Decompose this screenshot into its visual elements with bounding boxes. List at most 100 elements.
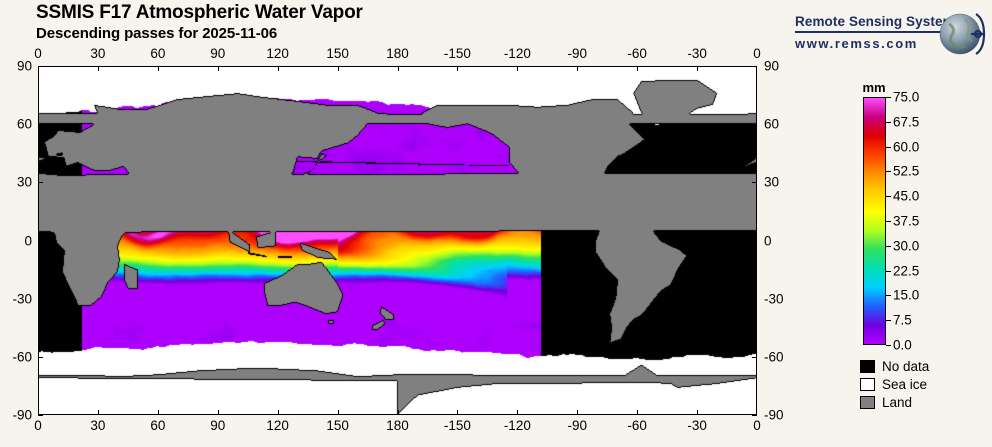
x-tick-label: 180 [386,418,409,433]
legend-swatch [860,377,875,391]
x-tick-label: 0 [34,46,42,61]
x-tick [577,410,579,415]
colorbar-tick-label: 60.0 [893,139,920,155]
x-tick-label: 30 [90,418,106,433]
y-tick [38,298,43,300]
x-tick [397,410,399,415]
x-tick [337,66,339,71]
legend-swatch [860,395,875,409]
y-tick-label: -30 [12,291,32,307]
colorbar-tick [886,295,891,297]
colorbar-tick [886,320,891,322]
y-tick-label: -90 [764,407,784,423]
y-tick-label: 60 [764,116,780,132]
logo-company-name: Remote Sensing Systems [795,14,963,29]
x-tick [637,66,639,71]
x-tick-label: 90 [210,418,226,433]
x-tick-label: -30 [687,418,707,433]
x-tick-label: -90 [567,46,588,61]
legend-swatch [860,359,875,373]
y-tick-label: -60 [12,349,32,365]
x-tick-label: 60 [150,46,166,61]
page-title: SSMIS F17 Atmospheric Water Vapor Descen… [36,2,363,43]
colorbar-tick-label: 37.5 [893,213,920,229]
x-tick [457,410,459,415]
globe-icon [939,13,986,55]
x-tick [97,66,99,71]
x-tick-label: 180 [386,46,409,61]
y-tick-label: -60 [764,349,784,365]
colorbar-tick [886,97,891,98]
x-tick [637,410,639,415]
x-tick-label: -120 [503,418,531,433]
legend-label: No data [882,358,930,374]
x-tick [697,410,699,415]
title-subtitle: Descending passes for 2025-11-06 [36,25,278,42]
water-vapor-map[interactable] [38,66,757,415]
y-tick [752,182,757,184]
x-tick [157,410,159,415]
colorbar[interactable] [863,97,886,345]
x-tick-label: 150 [326,418,349,433]
colorbar-tick-label: 75.0 [893,89,920,105]
x-tick-label: 150 [326,46,349,61]
x-tick [457,66,459,71]
legend-item: No data [860,357,929,375]
y-tick-label: -90 [12,407,32,423]
x-tick-label: 30 [90,46,106,61]
x-tick-label: -30 [687,46,707,61]
y-tick [752,415,757,416]
y-tick [752,240,757,242]
colorbar-tick-label: 52.5 [893,163,920,179]
colorbar-tick-label: 7.5 [893,312,912,328]
y-tick [38,240,43,242]
x-tick-label: -120 [503,46,531,61]
x-tick-label: -150 [443,46,471,61]
colorbar-tick [886,345,891,346]
x-tick-label: 0 [753,418,761,433]
colorbar-gradient [864,98,885,344]
y-tick [38,182,43,184]
x-tick-label: 90 [210,46,226,61]
title-main: SSMIS F17 Atmospheric Water Vapor [36,2,363,23]
x-tick [697,66,699,71]
x-tick-label: 120 [266,46,289,61]
x-tick-label: -150 [443,418,471,433]
x-tick-label: -90 [567,418,588,433]
y-tick-label: 30 [16,174,32,190]
y-tick-label: 90 [16,58,32,74]
x-tick [97,410,99,415]
colorbar-tick-label: 45.0 [893,188,920,204]
y-tick [752,124,757,126]
colorbar-unit-label: mm [862,80,886,95]
y-tick-label: 60 [16,116,32,132]
y-tick [38,356,43,358]
remss-logo[interactable]: Remote Sensing Systems www.remss.com [795,8,986,66]
colorbar-tick-label: 15.0 [893,287,920,303]
legend-item: Land [860,393,929,411]
x-tick [577,66,579,71]
x-tick [397,66,399,71]
y-tick [752,356,757,358]
map-legend: No data Sea ice Land [860,357,929,411]
x-tick [217,66,219,71]
x-tick [517,66,519,71]
y-tick [38,415,43,416]
y-axis-left: 90 60 30 0 -30 -60 -90 [0,59,38,423]
x-tick-label: -60 [627,46,647,61]
colorbar-tick [886,121,891,123]
colorbar-tick-label: 22.5 [893,263,920,279]
colorbar-tick [886,146,891,148]
x-tick-label: 60 [150,418,166,433]
y-tick-label: 0 [24,233,32,248]
x-tick-label: 0 [34,418,42,433]
y-tick-label: 0 [764,233,772,248]
legend-item: Sea ice [860,375,929,393]
y-tick [752,66,757,67]
x-tick [277,410,279,415]
x-tick [157,66,159,71]
y-tick [38,66,43,67]
y-tick-label: 30 [764,174,780,190]
logo-website: www.remss.com [795,35,918,51]
logo-divider [795,31,947,33]
